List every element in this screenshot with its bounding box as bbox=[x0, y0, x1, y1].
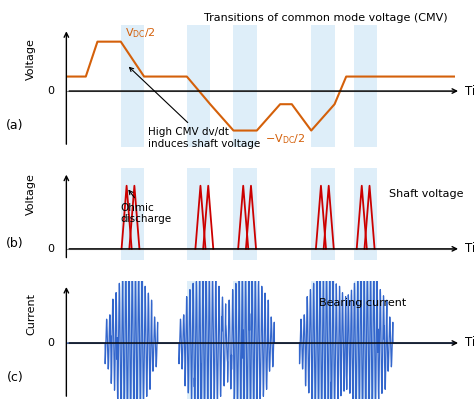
Text: (b): (b) bbox=[6, 237, 24, 250]
Bar bbox=[354, 25, 377, 147]
Bar bbox=[187, 25, 210, 147]
Text: 0: 0 bbox=[48, 338, 55, 348]
Bar bbox=[234, 25, 257, 147]
Bar bbox=[121, 168, 144, 260]
Bar bbox=[234, 168, 257, 260]
Bar bbox=[354, 168, 377, 260]
Text: Ohmic
discharge: Ohmic discharge bbox=[121, 190, 172, 224]
Text: Transitions of common mode voltage (CMV): Transitions of common mode voltage (CMV) bbox=[204, 13, 447, 23]
Bar bbox=[121, 25, 144, 147]
Text: Shaft voltage: Shaft voltage bbox=[389, 189, 464, 199]
Text: (c): (c) bbox=[7, 371, 24, 384]
Text: High CMV dv/dt
induces shaft voltage: High CMV dv/dt induces shaft voltage bbox=[129, 68, 260, 149]
Bar bbox=[121, 281, 144, 399]
Bar bbox=[187, 168, 210, 260]
Bar bbox=[234, 281, 257, 399]
Text: Current: Current bbox=[27, 293, 36, 335]
Text: Time: Time bbox=[465, 242, 474, 255]
Bar bbox=[311, 25, 335, 147]
Text: Bearing current: Bearing current bbox=[319, 297, 406, 307]
Text: Time: Time bbox=[465, 84, 474, 97]
Text: Voltage: Voltage bbox=[27, 173, 36, 215]
Bar bbox=[311, 281, 335, 399]
Bar bbox=[311, 168, 335, 260]
Text: $\mathsf{V_{DC}/2}$: $\mathsf{V_{DC}/2}$ bbox=[125, 26, 155, 40]
Bar bbox=[354, 281, 377, 399]
Text: 0: 0 bbox=[48, 244, 55, 254]
Bar bbox=[187, 281, 210, 399]
Text: 0: 0 bbox=[48, 86, 55, 96]
Text: (a): (a) bbox=[6, 118, 24, 131]
Text: Voltage: Voltage bbox=[27, 38, 36, 80]
Text: Time: Time bbox=[465, 336, 474, 349]
Text: $\mathsf{-V_{DC}/2}$: $\mathsf{-V_{DC}/2}$ bbox=[264, 132, 305, 146]
